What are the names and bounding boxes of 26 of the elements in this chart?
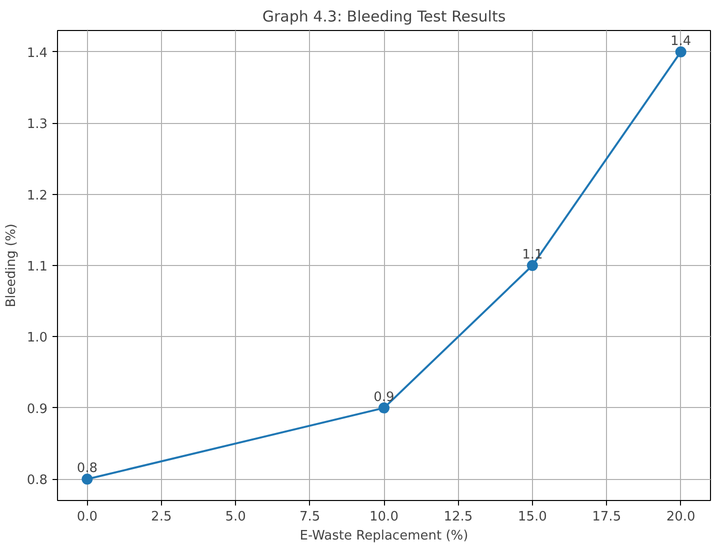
data-label: 1.4: [670, 34, 692, 49]
x-tick-label: 2.5: [151, 510, 172, 524]
y-tick-label: 1.3: [26, 117, 48, 132]
x-axis-title: E-Waste Replacement (%): [300, 528, 468, 544]
point: [675, 46, 686, 58]
point: [82, 474, 93, 485]
data-label: 0.8: [76, 461, 98, 476]
y-tick-label: 0.8: [26, 473, 48, 488]
x-tick-label: 17.5: [592, 510, 622, 524]
x-tick-label: 5.0: [225, 510, 246, 524]
x-tick-label: 20.0: [666, 510, 696, 524]
data-label: 0.9: [374, 390, 394, 405]
y-tick-label: 1.0: [26, 330, 48, 346]
chart-title: Graph 4.3: Bleeding Test Results: [262, 8, 506, 26]
x-tick-label: 7.5: [299, 510, 320, 524]
y-tick-label: 0.9: [26, 402, 48, 417]
x-tick-label: 15.0: [518, 510, 547, 524]
point: [526, 260, 538, 271]
x-tick-label: 12.5: [444, 510, 473, 524]
y-tick-label: 1.2: [26, 188, 48, 204]
y-tick-label: 1.1: [26, 260, 48, 274]
x-tick-label: 0.0: [76, 510, 98, 524]
point: [378, 402, 390, 414]
y-tick-label: 1.4: [26, 46, 48, 61]
x-tick-label: 10.0: [370, 510, 398, 524]
y-axis-title: Bleeding (%): [4, 224, 19, 308]
